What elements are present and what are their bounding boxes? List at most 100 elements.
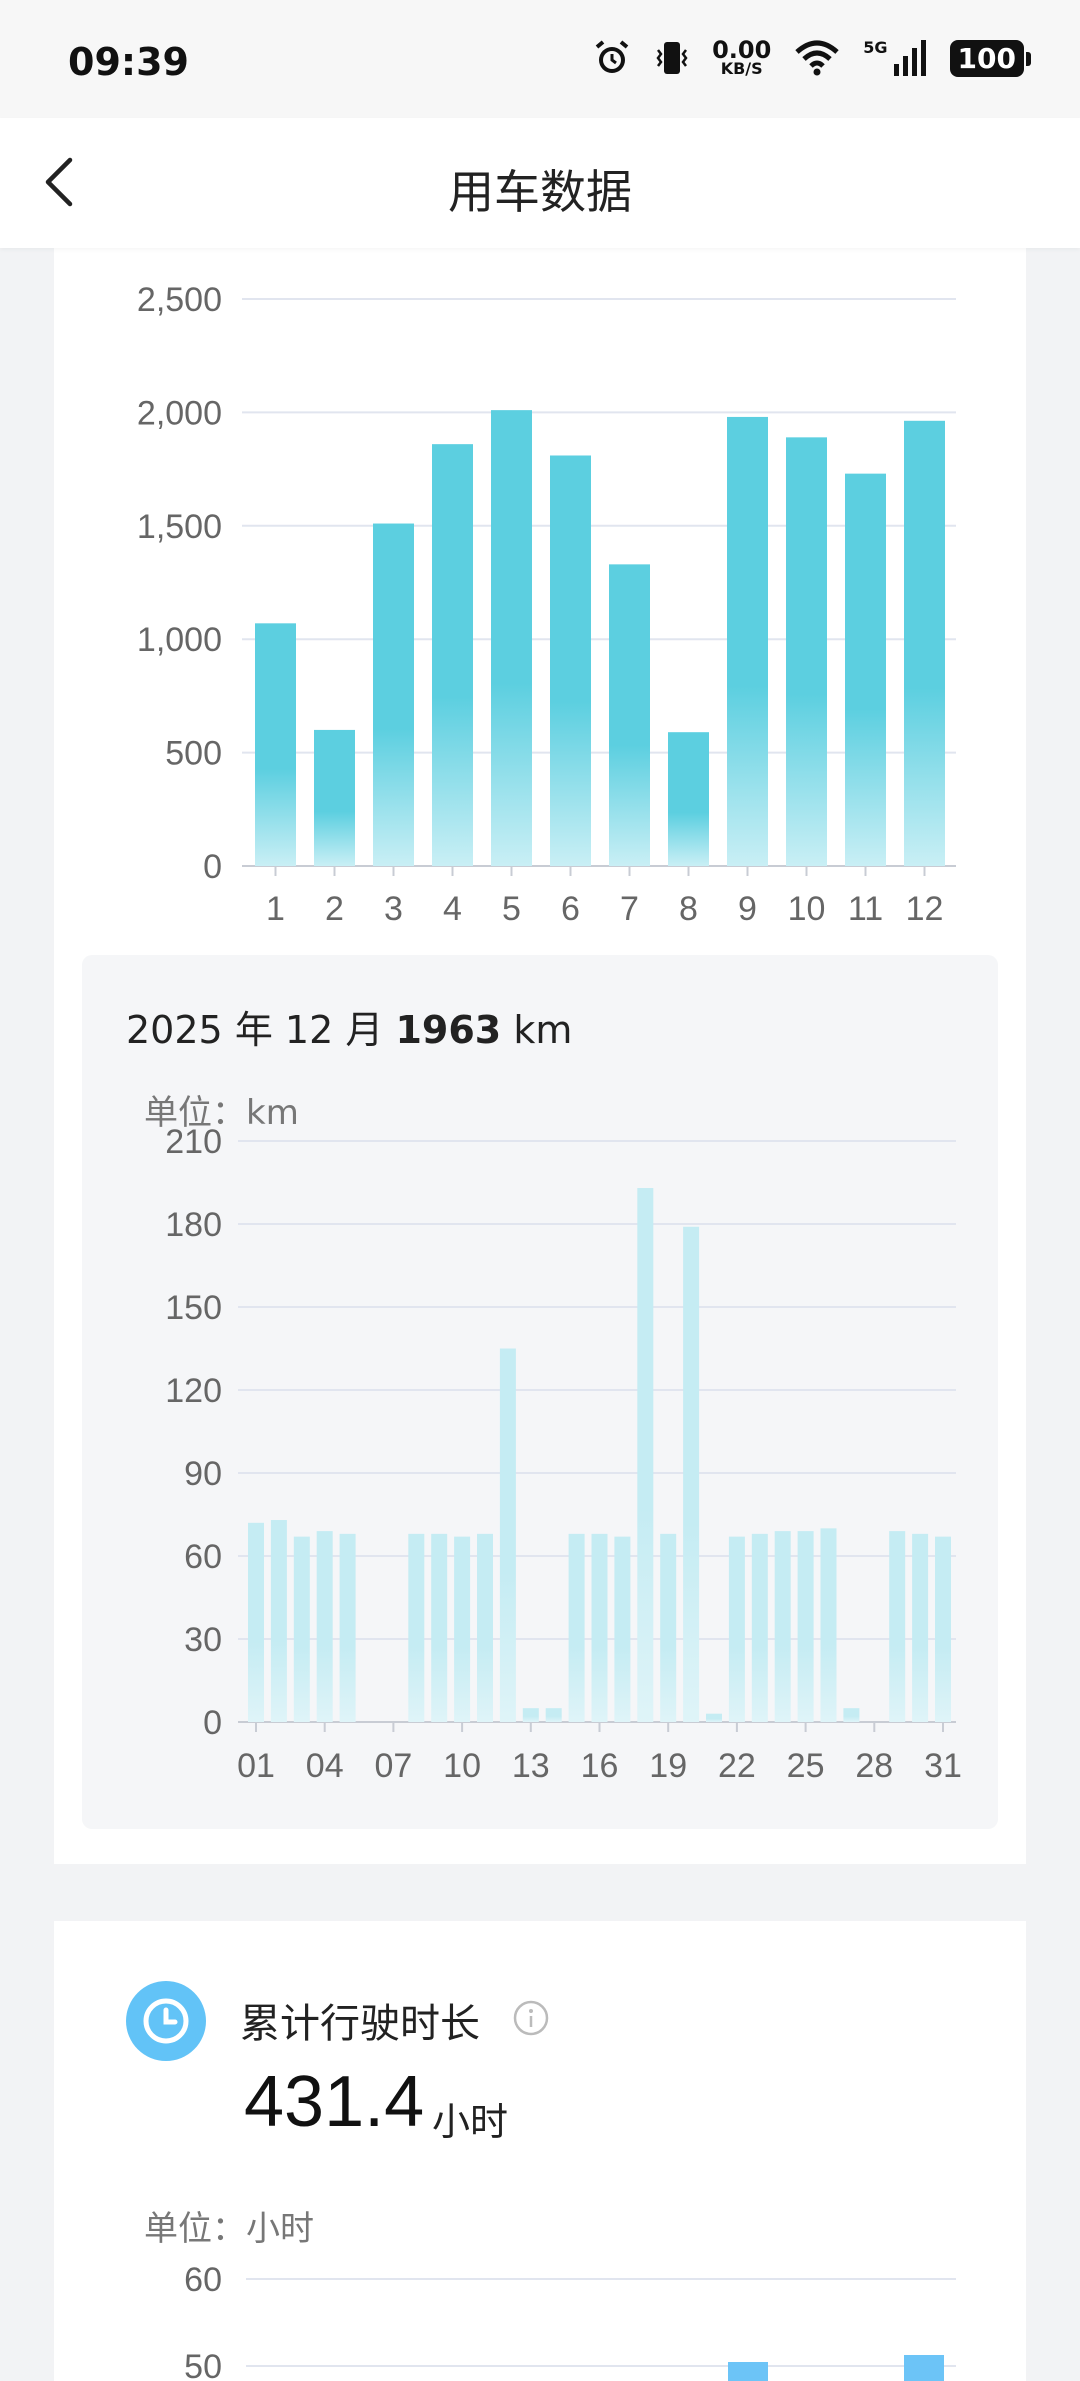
net-speed-value: 0.00 — [712, 36, 772, 64]
y-tick-label: 500 — [165, 735, 222, 773]
bar — [727, 416, 768, 866]
daily-mileage-chart: 0 30 60 90 120 150 180 210 01 04 07 10 13 16 19 22 25 28 3… — [165, 1123, 962, 1785]
bar — [751, 1533, 768, 1722]
x-tick-label: 5 — [502, 890, 521, 928]
wifi-icon — [793, 38, 841, 78]
daily-detail-panel: 2025 年 12 月 1963 km 单位：km 0 30 60 90 120 150 1… — [82, 955, 998, 1829]
bar — [499, 1348, 516, 1722]
driving-hours-chart: 60 50 — [184, 2261, 956, 2381]
bar — [728, 1536, 745, 1722]
bar — [477, 1533, 493, 1722]
y-tick-label: 210 — [165, 1123, 222, 1161]
x-tick-label: 12 — [906, 890, 944, 928]
y-tick-label: 90 — [184, 1455, 222, 1493]
bar — [706, 1713, 722, 1722]
signal-icon: 5G — [863, 38, 927, 78]
detail-month: 12 — [284, 1008, 334, 1052]
bar — [316, 1531, 333, 1722]
bar — [614, 1536, 631, 1722]
back-button[interactable] — [36, 152, 96, 212]
vibrate-icon — [654, 38, 690, 78]
detail-total: 1963 — [395, 1008, 502, 1052]
x-tick-label: 10 — [443, 1747, 481, 1785]
status-icons: 0.00 KB/S 5G 100 — [592, 36, 1032, 78]
y-tick-label: 1,500 — [137, 508, 222, 546]
bar — [904, 420, 945, 866]
bar — [270, 1520, 287, 1722]
bar — [373, 523, 414, 866]
hours-unit-label: 单位：小时 — [144, 2209, 314, 2249]
x-tick-label: 31 — [924, 1747, 962, 1785]
page-title: 用车数据 — [448, 165, 632, 219]
alarm-icon — [592, 38, 632, 78]
info-icon[interactable] — [512, 1999, 550, 2037]
daily-unit-label: 单位：km — [144, 1093, 299, 1133]
x-tick-label: 28 — [855, 1747, 893, 1785]
driving-time-card: 累计行驶时长 431.4 小时 单位：小时 60 50 — [54, 1921, 1026, 2381]
bar — [774, 1531, 791, 1722]
y-tick-label: 120 — [165, 1372, 222, 1410]
bar — [904, 2355, 944, 2381]
mileage-card: 0 500 1,000 1,500 2,000 2,500 1 2 3 4 5 6 7 8 9 10 11 12 … — [54, 248, 1026, 1864]
detail-total-unit: km — [513, 1008, 573, 1052]
bar — [522, 1708, 539, 1722]
bar — [568, 1533, 585, 1722]
x-tick-label: 01 — [237, 1747, 275, 1785]
bar — [454, 1536, 471, 1722]
y-tick-label: 0 — [203, 848, 222, 886]
detail-year: 2025 — [126, 1008, 223, 1052]
y-tick-label: 1,000 — [137, 621, 222, 659]
bar — [820, 1528, 837, 1722]
bar — [591, 1533, 608, 1722]
x-tick-label: 6 — [561, 890, 580, 928]
x-tick-label: 11 — [848, 890, 883, 928]
detail-title: 2025 年 12 月 1963 km — [126, 999, 572, 1054]
detail-month-suffix: 月 — [345, 1008, 384, 1052]
x-tick-label: 1 — [266, 890, 285, 928]
y-tick-label: 30 — [184, 1621, 222, 1659]
bar — [660, 1533, 677, 1722]
x-tick-label: 25 — [787, 1747, 825, 1785]
bar — [293, 1536, 310, 1722]
bar — [845, 473, 886, 866]
bar — [728, 2362, 768, 2381]
bar — [432, 444, 473, 866]
bar — [843, 1708, 860, 1722]
x-tick-label: 9 — [738, 890, 757, 928]
bar — [786, 437, 827, 866]
y-tick-label: 50 — [184, 2348, 222, 2381]
net-speed-unit: KB/S — [720, 59, 763, 78]
bar — [912, 1533, 929, 1722]
net-speed: 0.00 KB/S — [712, 36, 772, 78]
bar — [491, 410, 532, 866]
battery-icon: 100 — [949, 39, 1032, 77]
clock-icon — [126, 1981, 206, 2061]
bar — [889, 1531, 906, 1722]
bar — [248, 1522, 264, 1722]
bar — [339, 1533, 356, 1722]
status-bar: 09:39 0.00 KB/S 5G 100 — [0, 0, 1080, 118]
network-type: 5G — [863, 38, 888, 57]
x-tick-label: 10 — [788, 890, 826, 928]
x-tick-label: 07 — [374, 1747, 412, 1785]
x-tick-label: 4 — [443, 890, 462, 928]
bar — [408, 1533, 425, 1722]
x-tick-label: 13 — [512, 1747, 550, 1785]
x-tick-label: 2 — [325, 890, 344, 928]
bar — [550, 455, 591, 866]
bar — [545, 1708, 562, 1722]
bar — [683, 1226, 700, 1722]
x-tick-label: 8 — [679, 890, 698, 928]
x-tick-label: 22 — [718, 1747, 756, 1785]
x-tick-label: 04 — [306, 1747, 344, 1785]
bar — [431, 1533, 448, 1722]
y-tick-label: 2,500 — [137, 281, 222, 319]
nav-bar: 用车数据 — [0, 118, 1080, 248]
bar — [935, 1536, 951, 1722]
detail-year-suffix: 年 — [234, 1008, 273, 1052]
y-tick-label: 180 — [165, 1206, 222, 1244]
status-time: 09:39 — [68, 40, 189, 84]
y-tick-label: 0 — [203, 1704, 222, 1742]
bar — [255, 623, 296, 866]
